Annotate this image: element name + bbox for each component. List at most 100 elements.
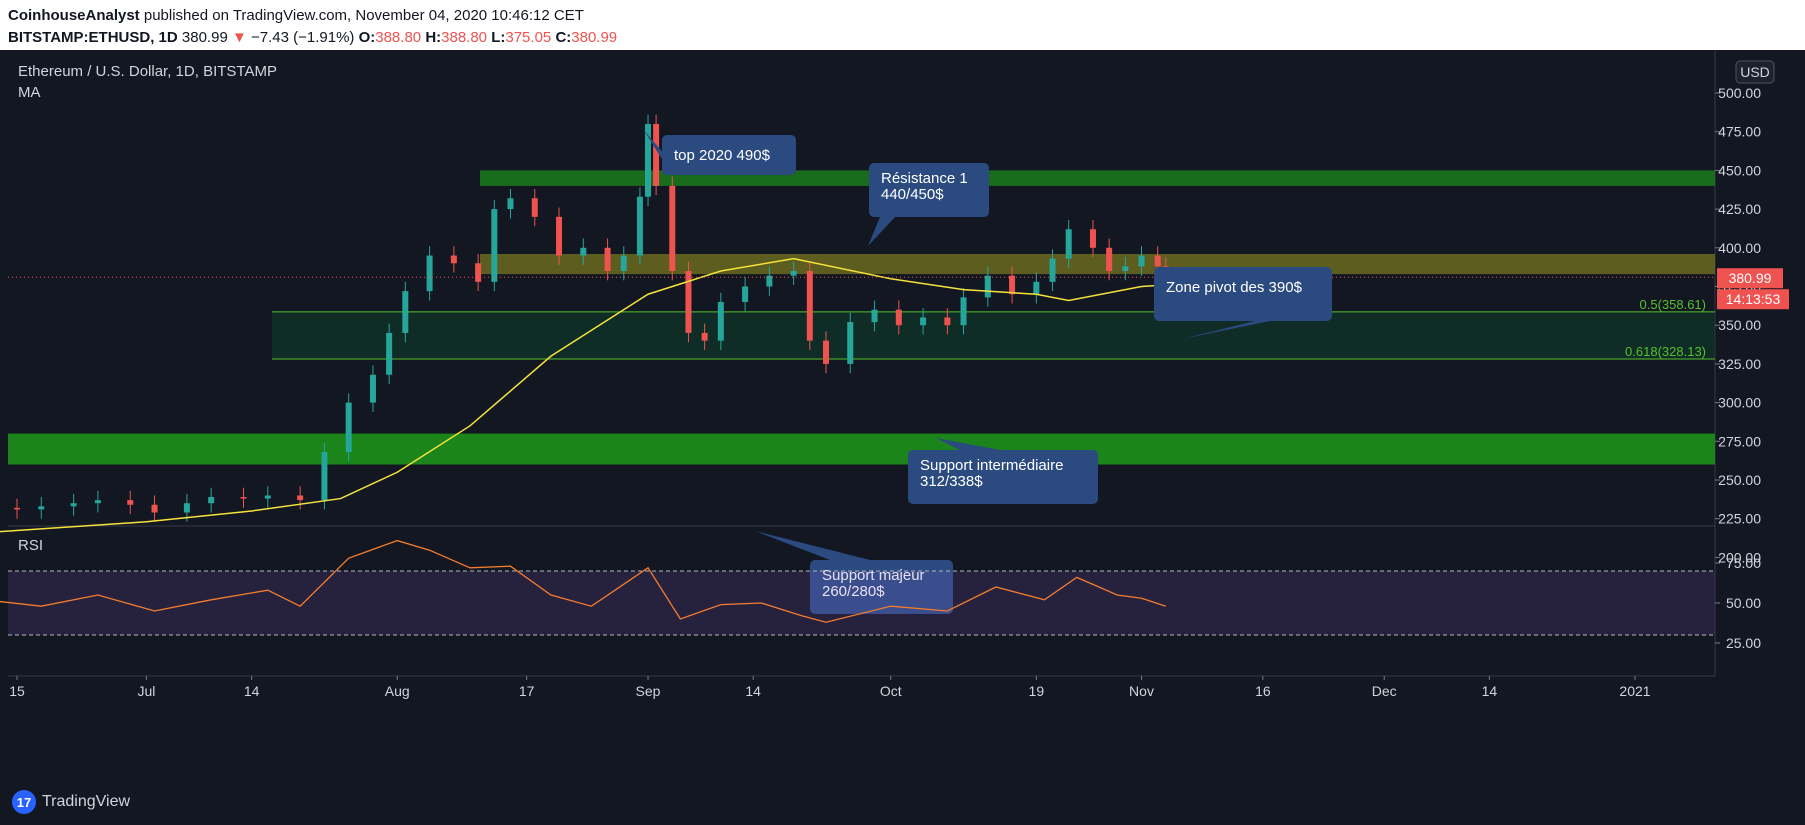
callout-box	[908, 450, 1098, 504]
candle-body	[240, 497, 247, 499]
publication-line: CoinhouseAnalyst published on TradingVie…	[8, 7, 584, 24]
candle-body	[475, 263, 482, 282]
callout-text-res-0: Résistance 1	[881, 170, 968, 187]
candle-body	[386, 332, 393, 375]
candle-body	[14, 507, 20, 510]
callout-pointer	[1182, 321, 1270, 339]
candle-body	[1009, 275, 1016, 295]
time-tick-label: 14	[745, 683, 761, 699]
candle-body	[1106, 247, 1113, 272]
candle-body	[847, 322, 854, 364]
countdown-tag-text: 14:13:53	[1726, 291, 1781, 307]
price-tick-label: 200.00	[1718, 549, 1761, 565]
price-tick-label: 500.00	[1718, 85, 1761, 101]
time-tick-label: Aug	[385, 683, 410, 699]
change-down-icon: ▼	[231, 29, 247, 46]
candle-body	[208, 497, 215, 504]
open-label: O:	[358, 29, 376, 46]
candle-body	[426, 255, 433, 292]
moving-average-line	[0, 257, 1166, 533]
price-tick-label: 250.00	[1718, 472, 1761, 488]
currency-label: USD	[1740, 64, 1770, 80]
time-tick-label: 14	[1482, 683, 1498, 699]
candle-body	[556, 216, 563, 256]
price-change: −7.43 (−1.91%)	[251, 29, 355, 46]
candle-body	[70, 503, 77, 507]
time-tick-label: Nov	[1129, 683, 1154, 699]
time-tick-label: 16	[1255, 683, 1271, 699]
candle-body	[369, 374, 376, 403]
price-tick-label: 475.00	[1718, 124, 1761, 140]
candle-body	[321, 452, 328, 501]
candle-body	[38, 506, 45, 510]
published-text: published on TradingView.com, November 0…	[143, 7, 584, 24]
rsi-line	[0, 539, 1166, 623]
footer-bar: 17 TradingView	[0, 778, 1805, 825]
last-price-tag-text: 380.99	[1729, 270, 1772, 286]
candle-body	[653, 123, 660, 186]
candle-body	[1065, 229, 1072, 259]
price-tick-label: 350.00	[1718, 317, 1761, 333]
low-label: L:	[491, 29, 506, 46]
chart-area[interactable]: 0.5(358.61) 0.618(328.13) top 2020 490$ Ré…	[0, 50, 1805, 778]
time-tick-label: Sep	[636, 683, 661, 699]
price-tick-label: 425.00	[1718, 201, 1761, 217]
candle-body	[94, 500, 101, 504]
ohlc-quote: BITSTAMP:ETHUSD, 1D 380.99 ▼ −7.43 (−1.9…	[8, 29, 617, 46]
price-tick-label: 450.00	[1718, 162, 1761, 178]
close-label: C:	[555, 29, 572, 46]
time-tick-label: Oct	[880, 683, 902, 699]
candle-body	[1122, 266, 1129, 272]
zone-2	[272, 311, 1715, 360]
price-tick-label: 225.00	[1718, 511, 1761, 527]
time-tick-label: 17	[519, 683, 535, 699]
callout-box	[869, 163, 989, 217]
callout-box	[1154, 267, 1332, 321]
candle-body	[960, 297, 967, 326]
candle-body	[742, 286, 749, 302]
candle-body	[920, 317, 927, 326]
candle-body	[127, 500, 134, 505]
countdown-tag	[1717, 289, 1789, 310]
candle-body	[944, 317, 951, 326]
time-tick-label: 2021	[1619, 683, 1650, 699]
chart-title: Ethereum / U.S. Dollar, 1D, BITSTAMP	[18, 63, 277, 80]
candle-body	[491, 209, 498, 282]
callout-pointer	[868, 217, 895, 246]
open-value: 388.80	[375, 29, 422, 46]
tradingview-logo-icon: 17	[12, 790, 36, 814]
price-tick-label: 300.00	[1718, 395, 1761, 411]
close-value: 380.99	[571, 29, 618, 46]
last-price-tag	[1717, 268, 1783, 289]
rsi-tick-label: 75.00	[1726, 555, 1761, 571]
author-name[interactable]: CoinhouseAnalyst	[8, 7, 140, 24]
candle-body	[766, 275, 773, 287]
price-tick-label: 275.00	[1718, 433, 1761, 449]
tradingview-brand[interactable]: 17 TradingView	[12, 790, 130, 814]
candle-body	[1049, 258, 1056, 282]
rsi-band	[8, 571, 1715, 635]
candle-body	[507, 198, 514, 210]
high-label: H:	[425, 29, 442, 46]
time-tick-label: Jul	[137, 683, 155, 699]
price-tick-label: 325.00	[1718, 356, 1761, 372]
callout-text-supint-0: Support intermédiaire	[920, 457, 1063, 474]
currency-button	[1735, 60, 1775, 84]
callout-box	[810, 560, 953, 614]
callout-text-pivot-0: Zone pivot des 390$	[1166, 279, 1303, 296]
rsi-tick-label: 25.00	[1726, 635, 1761, 651]
candle-body	[1154, 255, 1161, 267]
brand-name: TradingView	[42, 793, 131, 810]
candle-body	[264, 495, 271, 499]
time-tick-label: Dec	[1372, 683, 1397, 699]
symbol-label: BITSTAMP:ETHUSD, 1D	[8, 29, 178, 46]
candle-body	[685, 271, 692, 333]
callout-text-supmaj-1: 260/280$	[822, 583, 885, 600]
callout-text-res-1: 440/450$	[881, 186, 944, 203]
price-chart-svg[interactable]: 0.5(358.61) 0.618(328.13) top 2020 490$ Ré…	[0, 50, 1805, 778]
publication-header: CoinhouseAnalyst published on TradingVie…	[0, 0, 1805, 50]
candle-body	[701, 332, 708, 341]
candle-body	[871, 309, 878, 323]
candle-body	[823, 340, 829, 364]
candle-body	[1033, 281, 1040, 295]
